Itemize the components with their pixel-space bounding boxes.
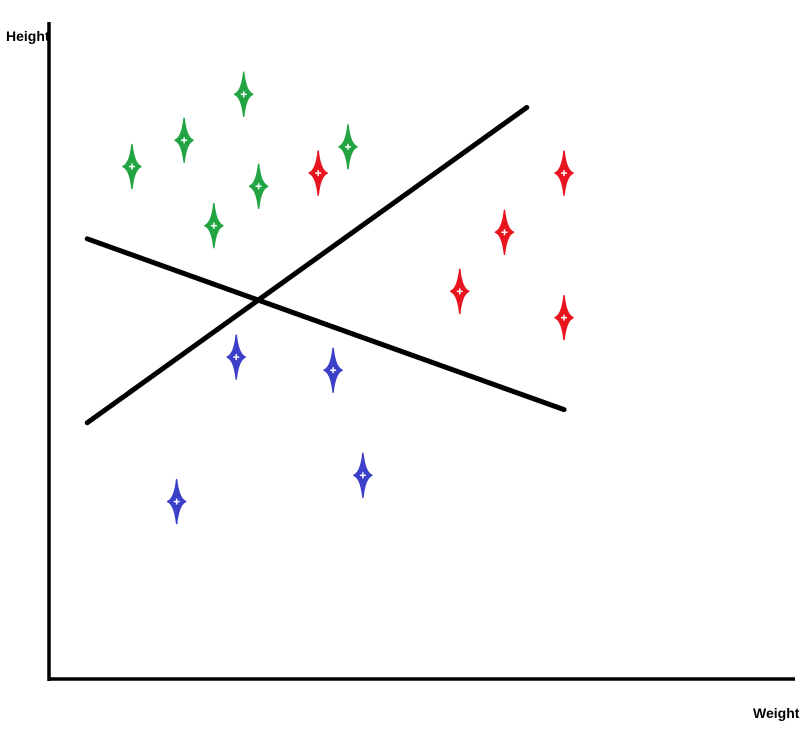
blue-point-3 <box>166 478 187 525</box>
red-point-1 <box>308 150 328 196</box>
red-point-2 <box>450 268 470 315</box>
green-point-6 <box>338 124 358 170</box>
blue-point-2 <box>323 347 343 393</box>
blue-point-4 <box>353 452 373 499</box>
green-point-2 <box>174 117 194 164</box>
green-point-5 <box>248 163 269 209</box>
green-point-4 <box>204 202 224 249</box>
red-point-3 <box>554 150 574 196</box>
green-point-1 <box>122 143 142 190</box>
red-point-4 <box>494 209 515 255</box>
data-points <box>122 71 574 525</box>
boundary-lines <box>84 104 567 426</box>
boundary-line-2 <box>84 236 567 413</box>
blue-point-1 <box>226 334 246 380</box>
red-point-5 <box>554 294 574 341</box>
x-axis-label: Weight <box>753 705 800 721</box>
green-point-3 <box>233 71 254 118</box>
boundary-line-1 <box>84 104 530 426</box>
y-axis-label: Height <box>6 28 50 44</box>
